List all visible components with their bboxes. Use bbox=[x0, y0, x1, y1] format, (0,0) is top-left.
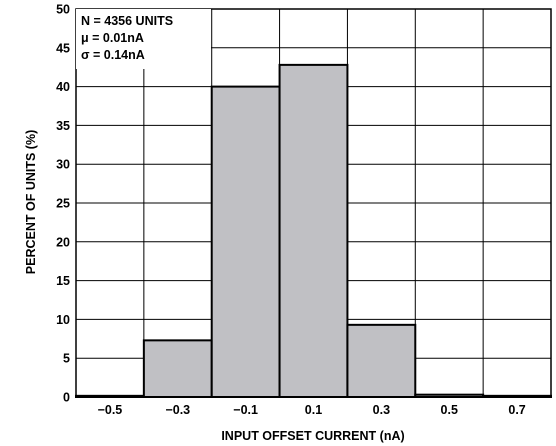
y-axis-label: PERCENT OF UNITS (%) bbox=[24, 130, 38, 274]
annotation-n: N = 4356 UNITS bbox=[81, 14, 173, 28]
y-tick-label-3: 15 bbox=[56, 274, 70, 288]
x-tick-label-6: 0.7 bbox=[508, 403, 525, 417]
x-tick-label-1: −0.3 bbox=[165, 403, 190, 417]
x-axis-label: INPUT OFFSET CURRENT (nA) bbox=[221, 429, 404, 443]
x-tick-label-3: 0.1 bbox=[305, 403, 322, 417]
y-tick-label-7: 35 bbox=[56, 119, 70, 133]
y-tick-label-0: 0 bbox=[63, 391, 70, 405]
x-tick-label-5: 0.5 bbox=[441, 403, 458, 417]
y-tick-label-10: 50 bbox=[56, 3, 70, 17]
x-tick-label-2: −0.1 bbox=[233, 403, 258, 417]
y-tick-label-8: 40 bbox=[56, 80, 70, 94]
y-tick-label-5: 25 bbox=[56, 197, 70, 211]
stats-box bbox=[76, 9, 211, 69]
y-tick-label-4: 20 bbox=[56, 235, 70, 249]
plot-border bbox=[75, 8, 552, 398]
y-tick-label-6: 30 bbox=[56, 158, 70, 172]
x-tick-label-4: 0.3 bbox=[373, 403, 390, 417]
bar-3 bbox=[278, 63, 349, 398]
y-tick-label-9: 45 bbox=[56, 41, 70, 55]
annotation-mu: μ = 0.01nA bbox=[81, 31, 144, 45]
y-tick-label-1: 5 bbox=[63, 352, 70, 366]
annotation-sigma: σ = 0.14nA bbox=[81, 48, 145, 62]
y-tick-labels: 0 5 10 15 20 25 30 35 40 45 50 bbox=[56, 3, 70, 405]
bar-2 bbox=[210, 85, 281, 398]
bar-4 bbox=[346, 323, 417, 398]
bars-group bbox=[75, 63, 552, 398]
x-tick-label-0: −0.5 bbox=[98, 403, 123, 417]
plot-frame bbox=[75, 8, 552, 398]
bar-1 bbox=[142, 339, 213, 398]
x-tick-labels: −0.5 −0.3 −0.1 0.1 0.3 0.5 0.7 bbox=[98, 403, 526, 417]
y-tick-label-2: 10 bbox=[56, 313, 70, 327]
